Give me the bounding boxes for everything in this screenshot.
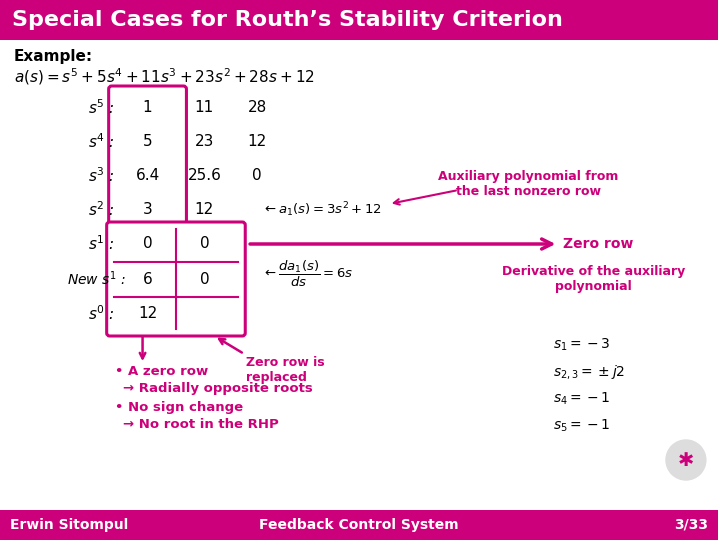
- Text: Auxiliary polynomial from
the last nonzero row: Auxiliary polynomial from the last nonze…: [438, 170, 618, 198]
- Text: 6: 6: [143, 272, 153, 287]
- Text: 28: 28: [248, 100, 267, 116]
- Text: $a(s)=s^5+5s^4+11s^3+23s^2+28s+12$: $a(s)=s^5+5s^4+11s^3+23s^2+28s+12$: [14, 66, 315, 87]
- Text: 3/33: 3/33: [674, 518, 708, 532]
- Text: $s_4=-1$: $s_4=-1$: [554, 391, 611, 407]
- Bar: [0, 0, 718, 40]
- Text: ✱: ✱: [678, 450, 694, 469]
- Text: • A zero row: • A zero row: [114, 365, 208, 378]
- Text: 3: 3: [143, 202, 153, 218]
- Text: $s^0$ :: $s^0$ :: [88, 305, 114, 323]
- Text: Derivative of the auxiliary
polynomial: Derivative of the auxiliary polynomial: [502, 265, 685, 293]
- Text: Feedback Control System: Feedback Control System: [259, 518, 459, 532]
- Text: $s_1=-3$: $s_1=-3$: [554, 337, 611, 353]
- Text: 5: 5: [143, 134, 153, 150]
- Text: 0: 0: [199, 237, 210, 252]
- Text: 12: 12: [248, 134, 267, 150]
- Text: 12: 12: [138, 307, 157, 321]
- Text: 0: 0: [143, 237, 153, 252]
- Text: 25.6: 25.6: [187, 168, 221, 184]
- Circle shape: [666, 440, 706, 480]
- Text: 0: 0: [253, 168, 262, 184]
- Text: $s_5=-1$: $s_5=-1$: [554, 418, 611, 434]
- Text: → Radially opposite roots: → Radially opposite roots: [122, 382, 312, 395]
- Text: 1: 1: [143, 100, 153, 116]
- FancyBboxPatch shape: [107, 222, 246, 336]
- Text: Erwin Sitompul: Erwin Sitompul: [10, 518, 128, 532]
- Text: $s_{2,3}=\pm j2$: $s_{2,3}=\pm j2$: [554, 363, 626, 381]
- Text: 6.4: 6.4: [135, 168, 160, 184]
- Text: $s^1$ :: $s^1$ :: [88, 235, 114, 253]
- Text: 23: 23: [194, 134, 214, 150]
- Text: Example:: Example:: [14, 50, 93, 64]
- Text: $\leftarrow a_1(s)=3s^2+12$: $\leftarrow a_1(s)=3s^2+12$: [262, 201, 382, 219]
- Text: • No sign change: • No sign change: [114, 401, 243, 414]
- Text: 11: 11: [194, 100, 214, 116]
- Text: Zero row is
replaced: Zero row is replaced: [246, 356, 325, 384]
- Text: $\leftarrow\dfrac{da_1(s)}{ds}=6s$: $\leftarrow\dfrac{da_1(s)}{ds}=6s$: [262, 259, 354, 289]
- Text: $s^5$ :: $s^5$ :: [88, 99, 114, 117]
- Text: $s^4$ :: $s^4$ :: [88, 133, 114, 151]
- Text: $s^3$ :: $s^3$ :: [88, 167, 114, 185]
- Text: 0: 0: [199, 272, 210, 287]
- Text: → No root in the RHP: → No root in the RHP: [122, 418, 279, 431]
- FancyBboxPatch shape: [109, 86, 186, 232]
- Bar: [0, 510, 718, 540]
- Bar: [0, 40, 718, 510]
- Text: Zero row: Zero row: [563, 237, 634, 251]
- Text: Special Cases for Routh’s Stability Criterion: Special Cases for Routh’s Stability Crit…: [12, 10, 563, 30]
- Text: $s^2$ :: $s^2$ :: [88, 201, 114, 219]
- Text: New $s^1$ :: New $s^1$ :: [67, 269, 126, 288]
- Text: 12: 12: [194, 202, 214, 218]
